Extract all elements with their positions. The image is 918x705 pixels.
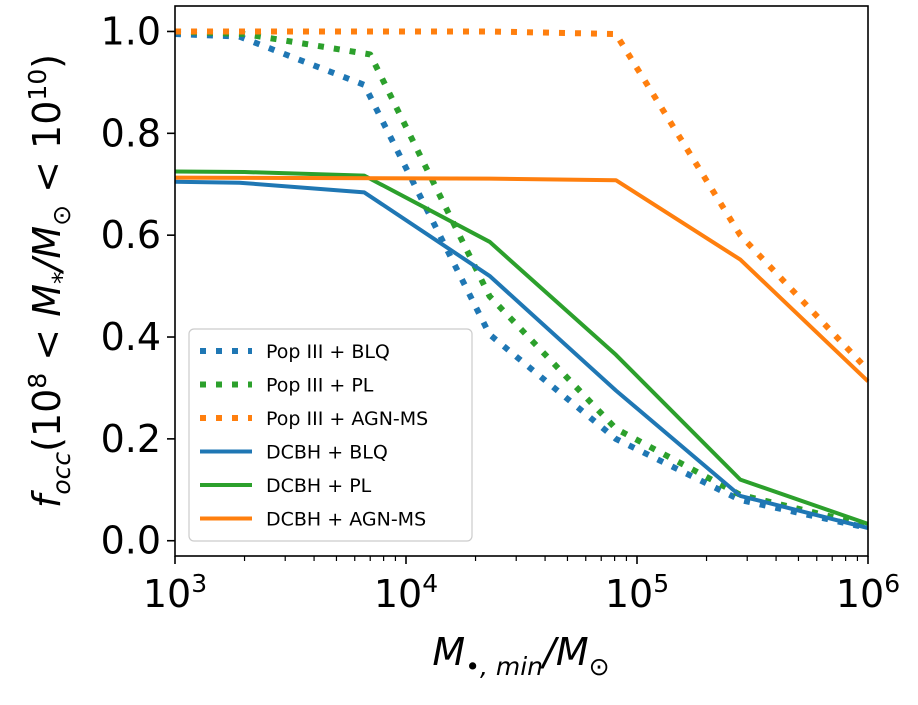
x-tick-label: 106: [836, 569, 900, 616]
y-tick-label: 0.4: [101, 315, 161, 359]
legend: Pop III + BLQ Pop III + PL Pop III + AGN-M…: [188, 328, 473, 542]
series-layer: [174, 28, 871, 531]
y-tick-label: 0.2: [101, 417, 161, 461]
series-line-pop-iii-agn-ms: [175, 28, 871, 373]
legend-label-pop-iii-blq: Pop III + BLQ: [266, 341, 390, 363]
legend-label-dcbh-agn-ms: DCBH + AGN-MS: [266, 509, 426, 531]
x-tick-label: 103: [143, 569, 207, 616]
series-line-dcbh-blq: [174, 179, 869, 530]
y-tick-label: 0.0: [101, 519, 161, 563]
y-tick-label: 0.6: [101, 213, 161, 257]
ticks-layer: 0.0 0.2 0.4 0.6 0.8 1.0 103 104 105 106: [101, 9, 901, 616]
legend-label-pop-iii-pl: Pop III + PL: [266, 375, 374, 397]
x-tick-label: 104: [374, 569, 438, 616]
y-tick-label: 0.8: [101, 111, 161, 155]
plot-frame: [174, 5, 869, 557]
x-axis-label: M•, min/M⊙: [432, 630, 609, 681]
legend-label-dcbh-blq: DCBH + BLQ: [266, 442, 388, 464]
y-tick-label: 1.0: [101, 9, 161, 53]
series-line-dcbh-pl: [174, 169, 869, 526]
legend-label-pop-iii-agn-ms: Pop III + AGN-MS: [266, 408, 428, 430]
x-tick-label: 105: [605, 569, 669, 616]
legend-box: [188, 328, 473, 542]
series-line-dcbh-agn-ms: [174, 175, 870, 383]
y-axis-label: focc(108 < M*/M⊙ < 1010): [23, 54, 76, 508]
legend-label-dcbh-pl: DCBH + PL: [266, 475, 372, 497]
